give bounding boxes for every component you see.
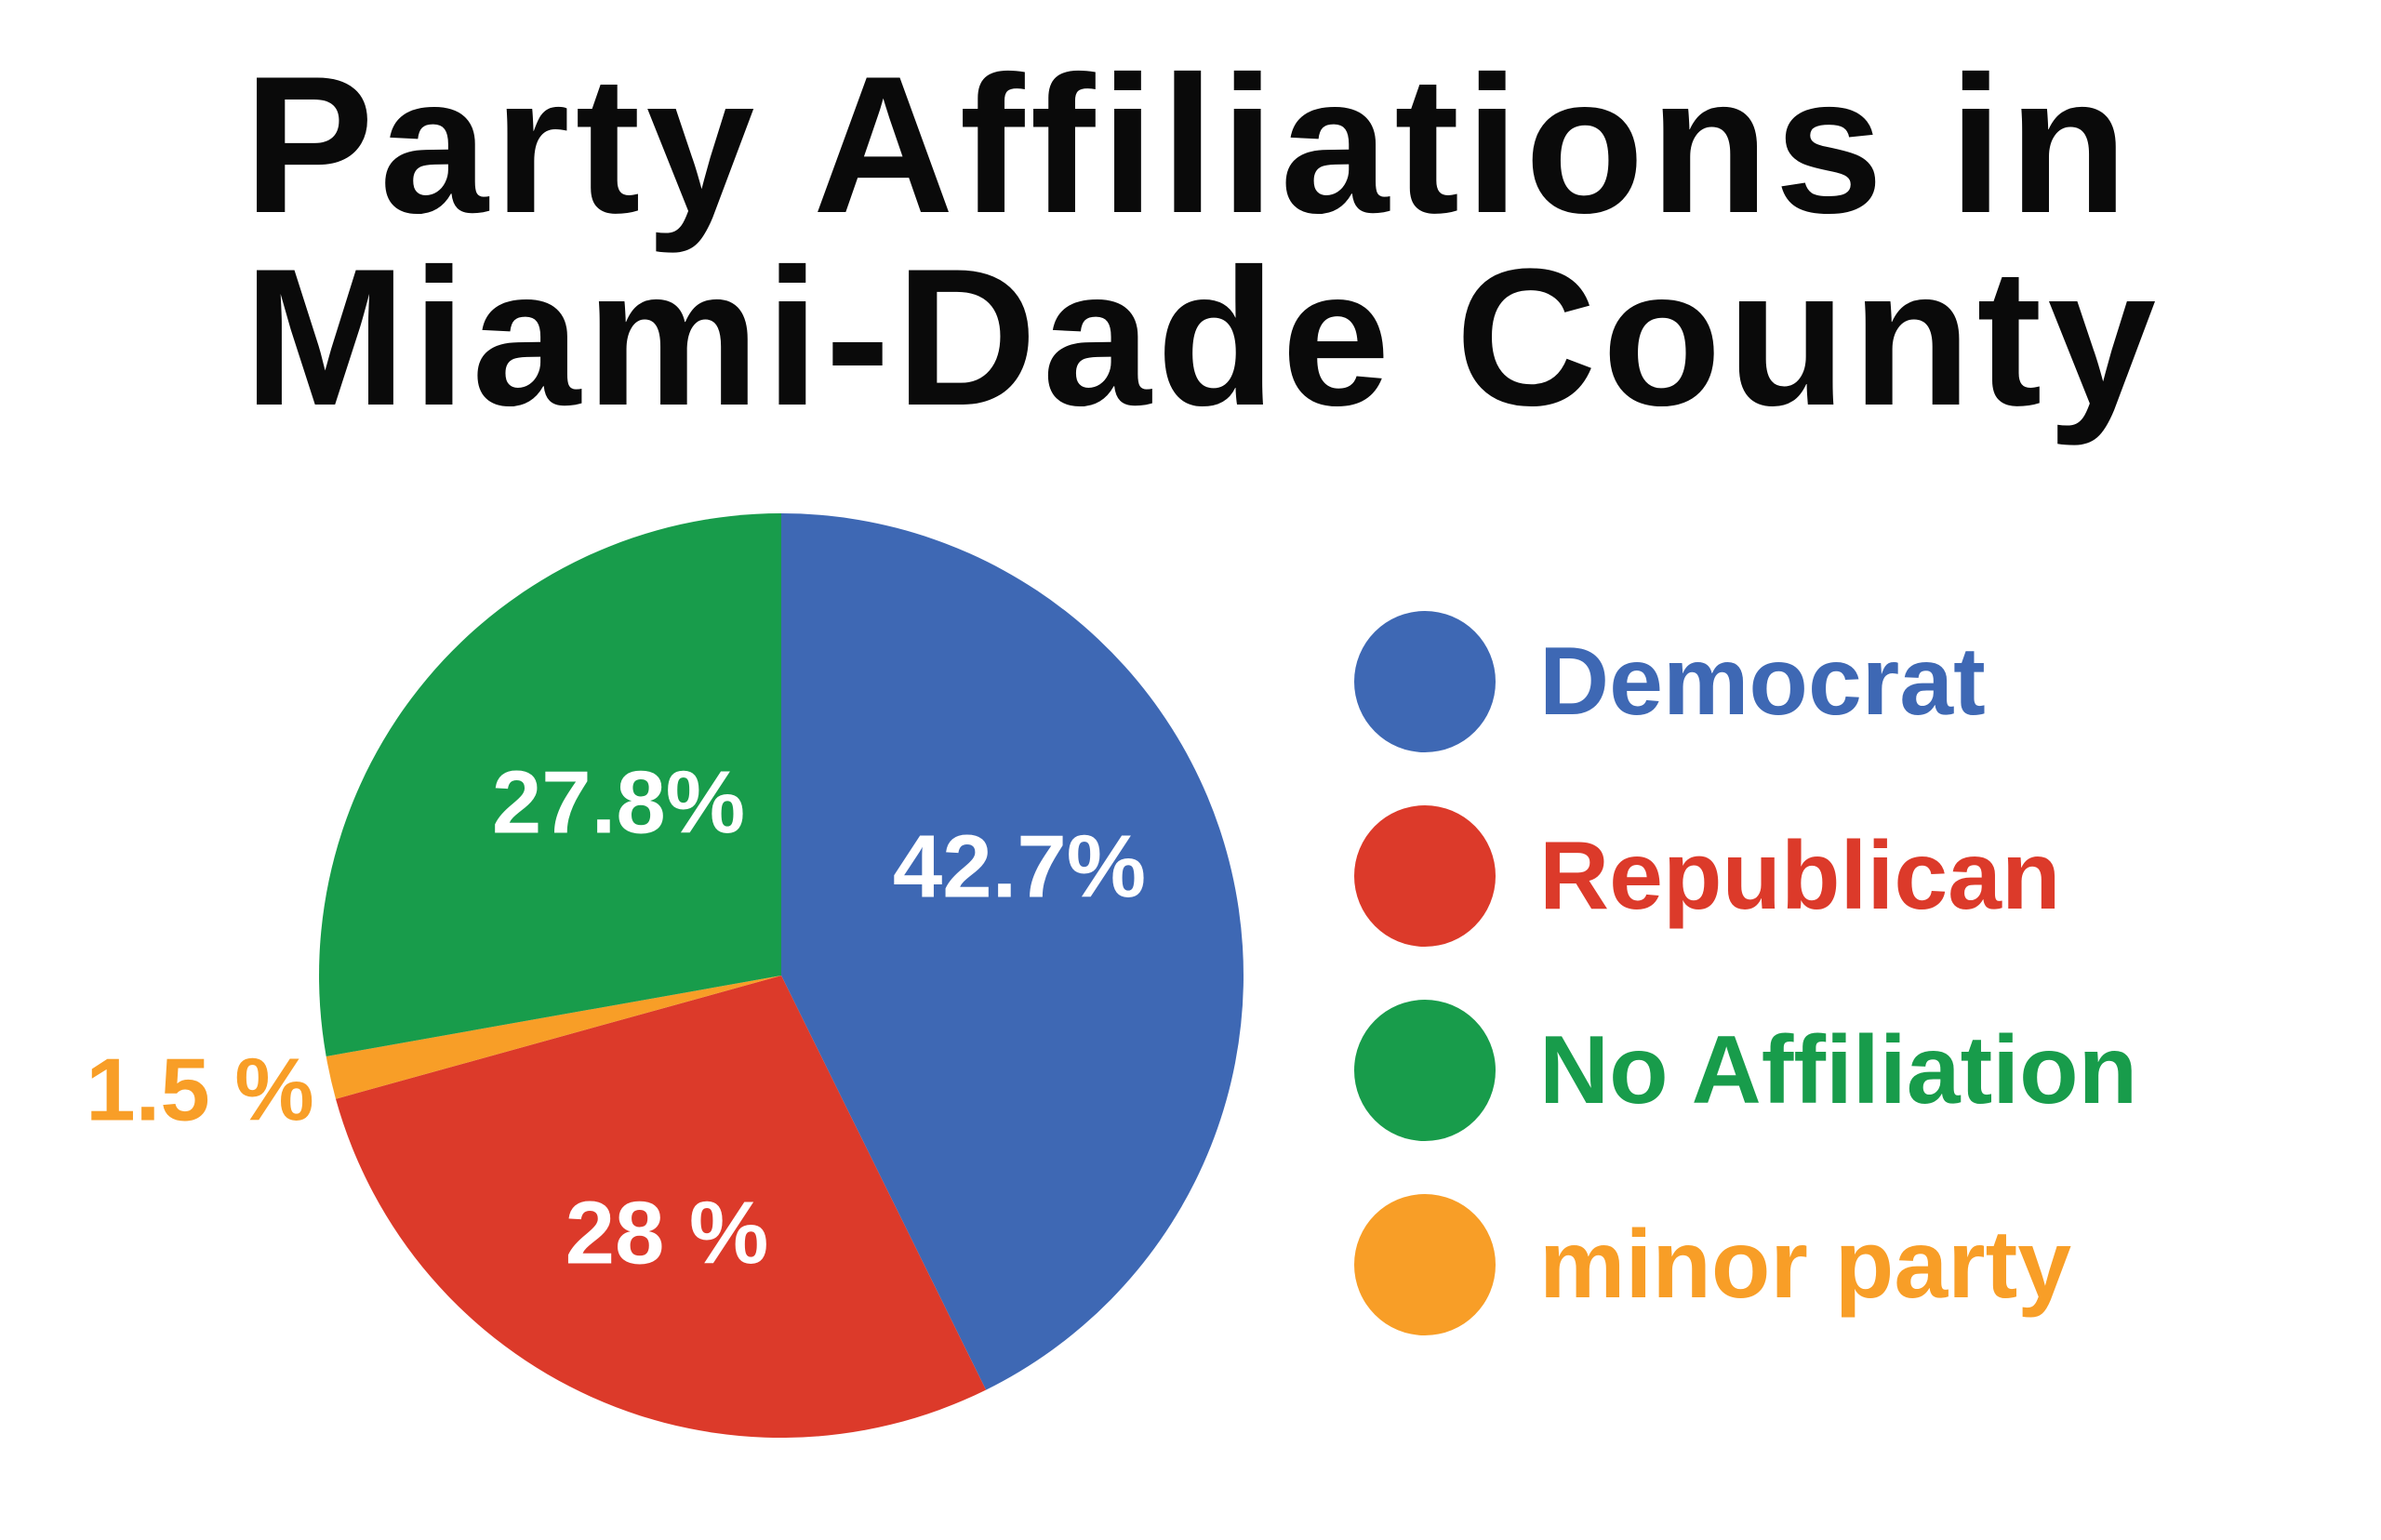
page-title: Party Affiliations in Miami-Dade County [244,35,2162,446]
pie-slice-democrat [781,513,1244,1390]
pie-slice-no-affiliation [319,513,781,1056]
legend-swatch-no-affiliation [1354,1000,1496,1141]
legend-item-democrat: Democrat [1354,611,2137,752]
legend-label-no-affiliation: No Affiliation [1539,1016,2138,1124]
pie-slices [319,513,1244,1439]
legend-item-minor-party: minor party [1354,1194,2137,1335]
legend-label-democrat: Democrat [1539,628,1986,736]
legend-item-no-affiliation: No Affiliation [1354,1000,2137,1141]
pie-slice-republican [336,976,987,1439]
pie-slice-minor-party [326,976,781,1099]
legend-swatch-democrat [1354,611,1496,752]
legend-label-republican: Republican [1539,822,2061,930]
legend-swatch-minor-party [1354,1194,1496,1335]
pie-value-label-republican: 28 % [565,1184,769,1283]
pie-value-label-democrat: 42.7% [893,817,1146,917]
legend-swatch-republican [1354,805,1496,947]
pie-value-label-minor-party: 1.5 % [86,1041,313,1140]
legend-label-minor-party: minor party [1539,1211,2072,1319]
pie-value-label-no-affiliation: 27.8% [492,753,745,853]
legend: Democrat Republican No Affiliation minor… [1354,611,2137,1335]
legend-item-republican: Republican [1354,805,2137,947]
pie-value-labels: 42.7% 28 % 1.5 % 27.8% [86,753,1146,1283]
